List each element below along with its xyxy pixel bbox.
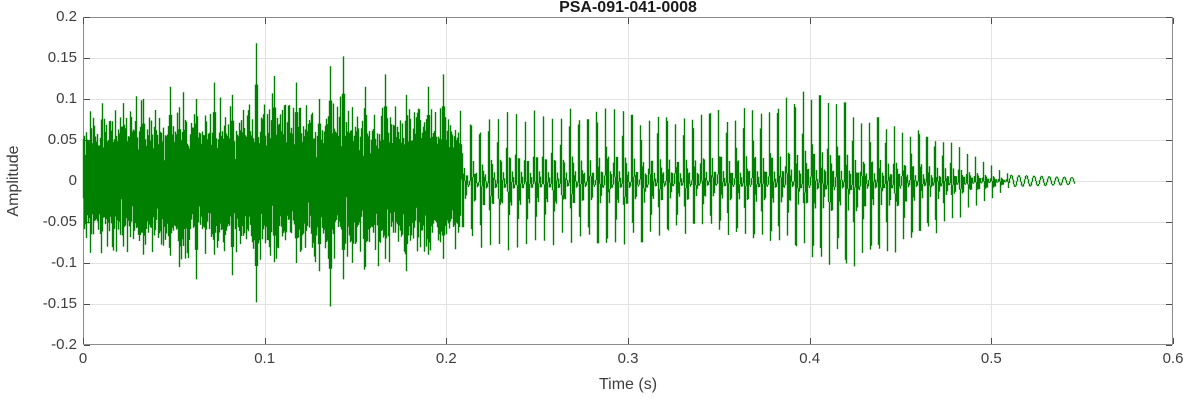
y-tick-label: -0.15 [42, 295, 77, 312]
y-tick-label: -0.1 [51, 254, 77, 271]
y-tick-label: 0.15 [47, 49, 77, 66]
x-tick-label: 0 [78, 350, 88, 367]
y-tick-label: 0 [68, 172, 77, 189]
plot-title: PSA-091-041-0008 [559, 0, 697, 16]
x-tick-label: 0.5 [980, 350, 1002, 367]
waveform-path [82, 43, 1076, 307]
y-tick-label: -0.05 [42, 213, 77, 230]
x-axis-label: Time (s) [598, 376, 658, 393]
y-tick-label: 0.05 [47, 131, 77, 148]
y-tick-label: 0.1 [56, 90, 77, 107]
x-tick-label: 0.1 [254, 350, 276, 367]
y-tick-label: 0.2 [56, 8, 77, 25]
x-tick-label: 0.6 [1162, 350, 1184, 367]
y-tick-label: -0.2 [51, 336, 77, 353]
x-tick-label: 0.2 [435, 350, 457, 367]
x-tick-label: 0.3 [617, 350, 639, 367]
x-tick-label: 0.4 [799, 350, 821, 367]
